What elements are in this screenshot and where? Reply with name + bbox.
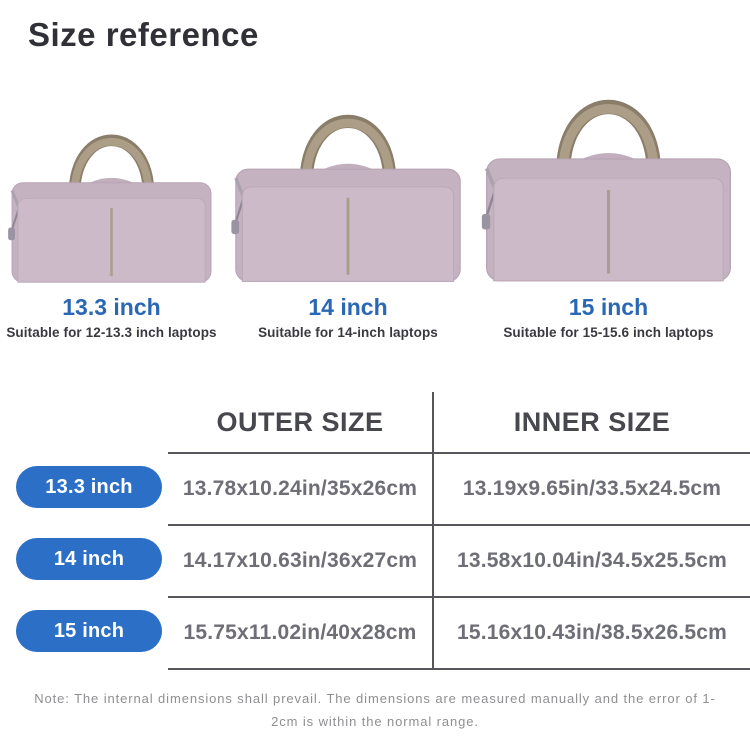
laptop-bag-14-icon <box>231 114 461 282</box>
bag-size-label: 14 inch <box>308 294 388 320</box>
bag-suitable-text: Suitable for 15-15.6 inch laptops <box>503 324 714 340</box>
size-badge-13-inch: 13.3 inch <box>16 466 162 508</box>
inner-size-value: 13.58x10.04in/34.5x25.5cm <box>432 524 750 596</box>
bag-caption: 13.3 inch Suitable for 12-13.3 inch lapt… <box>6 294 216 346</box>
bags-row: 13.3 inch Suitable for 12-13.3 inch lapt… <box>0 54 750 346</box>
inner-size-value: 13.19x9.65in/33.5x24.5cm <box>432 452 750 524</box>
disclaimer-note: Note: The internal dimensions shall prev… <box>34 691 716 729</box>
size-table: OUTER SIZE INNER SIZE 13.3 inch 13.78x10… <box>0 392 750 670</box>
bag-figure-14-inch: 14 inch Suitable for 14-inch laptops <box>227 68 469 346</box>
bag-size-label: 13.3 inch <box>62 294 161 320</box>
bag-suitable-text: Suitable for 12-13.3 inch laptops <box>6 324 217 340</box>
bag-figure-15-inch: 15 inch Suitable for 15-15.6 inch laptop… <box>477 49 740 346</box>
table-corner-spacer <box>0 392 168 452</box>
column-header-inner-size: INNER SIZE <box>432 392 750 452</box>
page-title: Size reference <box>28 16 259 53</box>
bag-caption: 14 inch Suitable for 14-inch laptops <box>258 294 438 346</box>
outer-size-value: 14.17x10.63in/36x27cm <box>168 524 432 596</box>
bag-caption: 15 inch Suitable for 15-15.6 inch laptop… <box>503 294 713 346</box>
size-badge-15-inch: 15 inch <box>16 610 162 652</box>
column-header-outer-size: OUTER SIZE <box>216 406 384 437</box>
bag-figure-13-inch: 13.3 inch Suitable for 12-13.3 inch lapt… <box>4 93 219 346</box>
bag-suitable-text: Suitable for 14-inch laptops <box>258 324 438 340</box>
laptop-bag-13-icon <box>8 134 212 283</box>
laptop-bag-15-icon <box>481 100 731 282</box>
table-row: 13.3 inch <box>0 452 168 522</box>
table-row: 15 inch <box>0 596 168 666</box>
bag-size-label: 15 inch <box>568 294 649 320</box>
size-badge-14-inch: 14 inch <box>16 538 162 580</box>
table-row: 14 inch <box>0 524 168 594</box>
outer-size-value: 15.75x11.02in/40x28cm <box>168 596 432 670</box>
inner-size-value: 15.16x10.43in/38.5x26.5cm <box>432 596 750 670</box>
outer-size-value: 13.78x10.24in/35x26cm <box>168 452 432 524</box>
